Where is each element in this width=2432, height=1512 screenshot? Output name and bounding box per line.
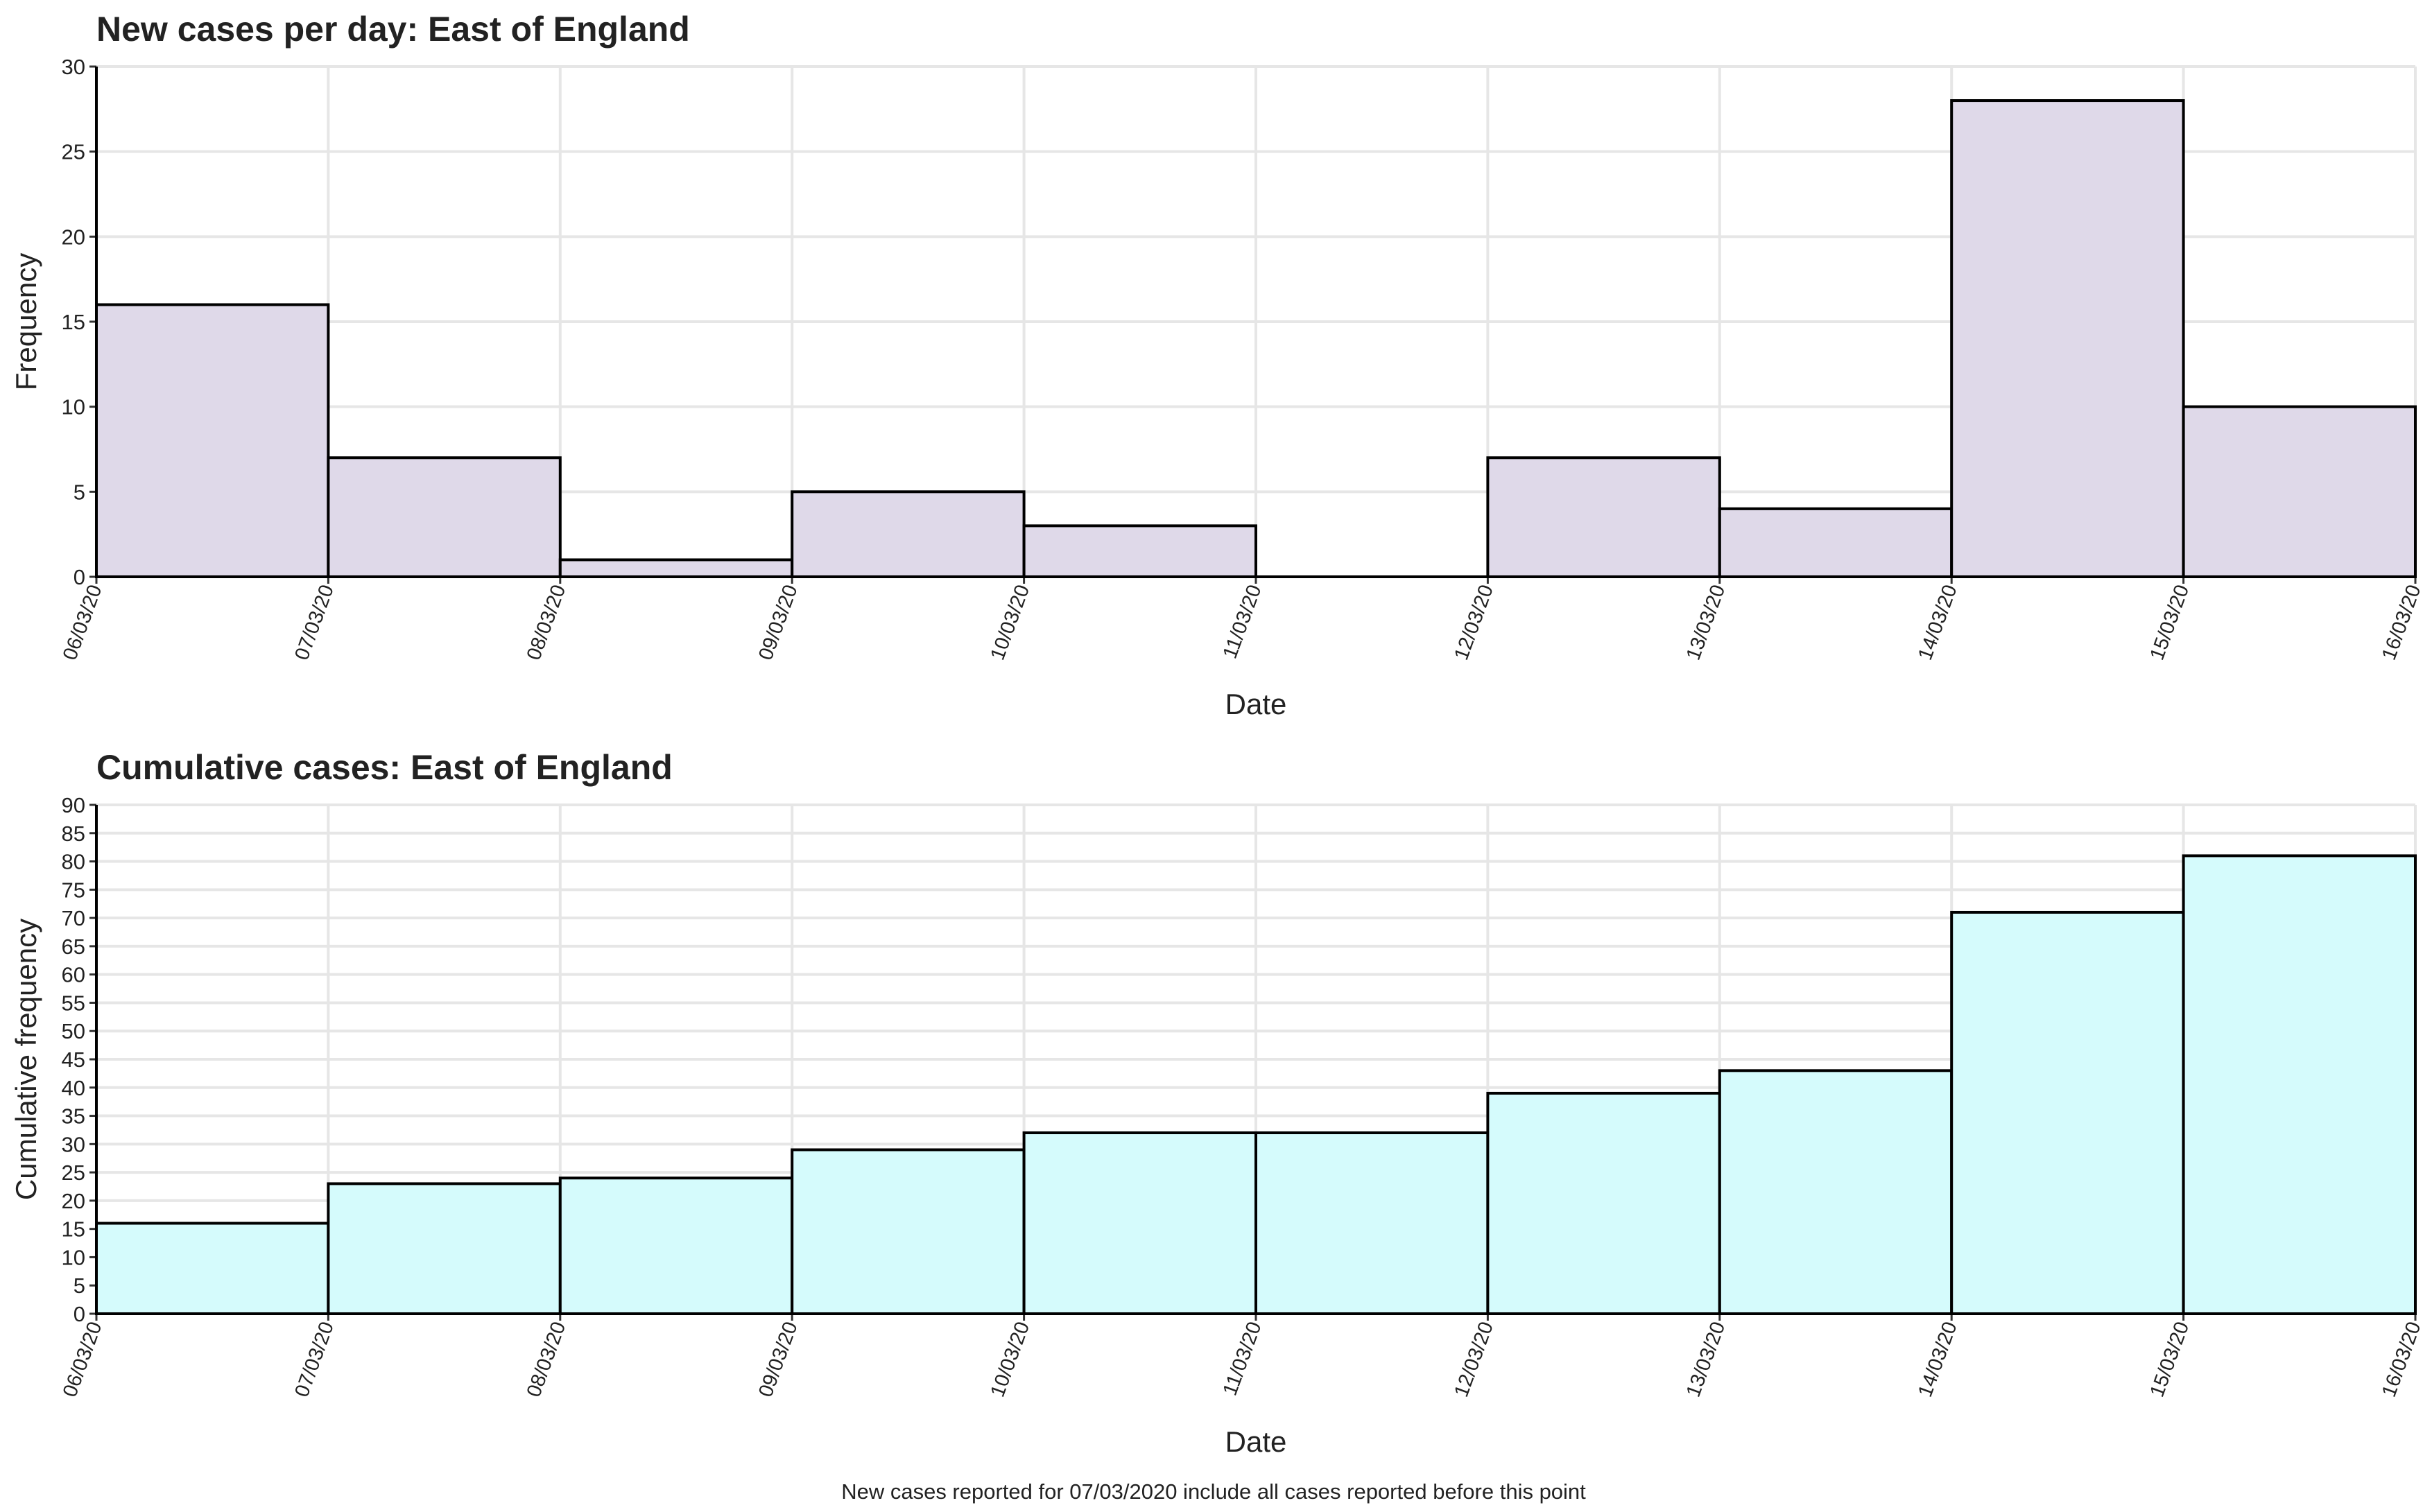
x-tick-label: 15/03/20 bbox=[2146, 1319, 2193, 1400]
bar bbox=[1022, 524, 1257, 579]
bar bbox=[327, 456, 562, 578]
x-tick-label: 06/03/20 bbox=[59, 1319, 107, 1400]
bar bbox=[1950, 99, 2185, 579]
y-tick-label: 40 bbox=[62, 1076, 85, 1100]
y-tick-label: 60 bbox=[62, 963, 85, 987]
y-tick-label: 45 bbox=[62, 1048, 85, 1072]
bar bbox=[95, 1222, 330, 1315]
y-tick-label: 75 bbox=[62, 878, 85, 902]
y-tick-label: 5 bbox=[74, 480, 85, 504]
y-tick-label: 25 bbox=[62, 1161, 85, 1185]
chart-title: New cases per day: East of England bbox=[96, 10, 690, 49]
bar bbox=[2182, 405, 2417, 579]
y-tick-label: 35 bbox=[62, 1104, 85, 1129]
bar bbox=[327, 1182, 562, 1316]
y-tick-label: 30 bbox=[62, 55, 85, 79]
x-tick-label: 08/03/20 bbox=[523, 1319, 571, 1400]
y-tick-label: 90 bbox=[62, 793, 85, 817]
x-axis-label: Date bbox=[1225, 688, 1287, 720]
x-tick-label: 10/03/20 bbox=[986, 1319, 1034, 1400]
y-tick-label: 10 bbox=[62, 395, 85, 419]
bar bbox=[1950, 910, 2185, 1315]
bar bbox=[95, 303, 330, 578]
bar bbox=[558, 558, 794, 579]
x-tick-label: 06/03/20 bbox=[59, 582, 107, 663]
y-tick-label: 0 bbox=[74, 565, 85, 589]
y-tick-label: 30 bbox=[62, 1132, 85, 1156]
y-tick-label: 25 bbox=[62, 140, 85, 164]
x-axis-label: Date bbox=[1225, 1425, 1287, 1458]
x-tick-label: 16/03/20 bbox=[2378, 1319, 2426, 1400]
y-tick-label: 70 bbox=[62, 906, 85, 930]
y-axis-label: Frequency bbox=[10, 253, 42, 390]
bar bbox=[2182, 854, 2417, 1315]
x-tick-label: 09/03/20 bbox=[754, 582, 802, 663]
y-tick-label: 80 bbox=[62, 850, 85, 874]
bar bbox=[1486, 1091, 1721, 1316]
y-tick-label: 0 bbox=[74, 1302, 85, 1326]
y-tick-label: 50 bbox=[62, 1019, 85, 1043]
x-tick-label: 09/03/20 bbox=[754, 1319, 802, 1400]
y-tick-label: 15 bbox=[62, 1217, 85, 1242]
x-tick-label: 11/03/20 bbox=[1219, 582, 1266, 661]
x-tick-label: 10/03/20 bbox=[986, 582, 1034, 663]
y-tick-label: 5 bbox=[74, 1274, 85, 1298]
chart-title: Cumulative cases: East of England bbox=[96, 748, 673, 787]
x-tick-label: 14/03/20 bbox=[1914, 1319, 1962, 1400]
bar bbox=[791, 490, 1026, 578]
y-tick-label: 85 bbox=[62, 822, 85, 846]
bar bbox=[1718, 507, 1954, 578]
y-tick-label: 20 bbox=[62, 1189, 85, 1213]
bar bbox=[1486, 456, 1721, 578]
x-tick-label: 16/03/20 bbox=[2378, 582, 2426, 663]
y-tick-label: 65 bbox=[62, 935, 85, 959]
bar bbox=[1718, 1069, 1954, 1316]
y-tick-label: 10 bbox=[62, 1245, 85, 1269]
x-tick-label: 13/03/20 bbox=[1682, 582, 1730, 663]
bar bbox=[1254, 1131, 1490, 1315]
x-tick-label: 14/03/20 bbox=[1914, 582, 1962, 663]
bar bbox=[558, 1176, 794, 1316]
x-tick-label: 07/03/20 bbox=[291, 1319, 338, 1400]
y-tick-label: 20 bbox=[62, 225, 85, 249]
x-tick-label: 11/03/20 bbox=[1219, 1319, 1266, 1398]
x-tick-label: 08/03/20 bbox=[523, 582, 571, 663]
x-tick-label: 15/03/20 bbox=[2146, 582, 2193, 663]
bar bbox=[791, 1148, 1026, 1315]
x-tick-label: 12/03/20 bbox=[1450, 1319, 1498, 1400]
bar bbox=[1022, 1131, 1257, 1315]
x-tick-label: 07/03/20 bbox=[291, 582, 338, 663]
footnote: New cases reported for 07/03/2020 includ… bbox=[841, 1479, 1586, 1504]
x-tick-label: 12/03/20 bbox=[1450, 582, 1498, 663]
y-axis-label: Cumulative frequency bbox=[10, 919, 42, 1200]
y-tick-label: 55 bbox=[62, 991, 85, 1015]
y-tick-label: 15 bbox=[62, 310, 85, 334]
x-tick-label: 13/03/20 bbox=[1682, 1319, 1730, 1400]
